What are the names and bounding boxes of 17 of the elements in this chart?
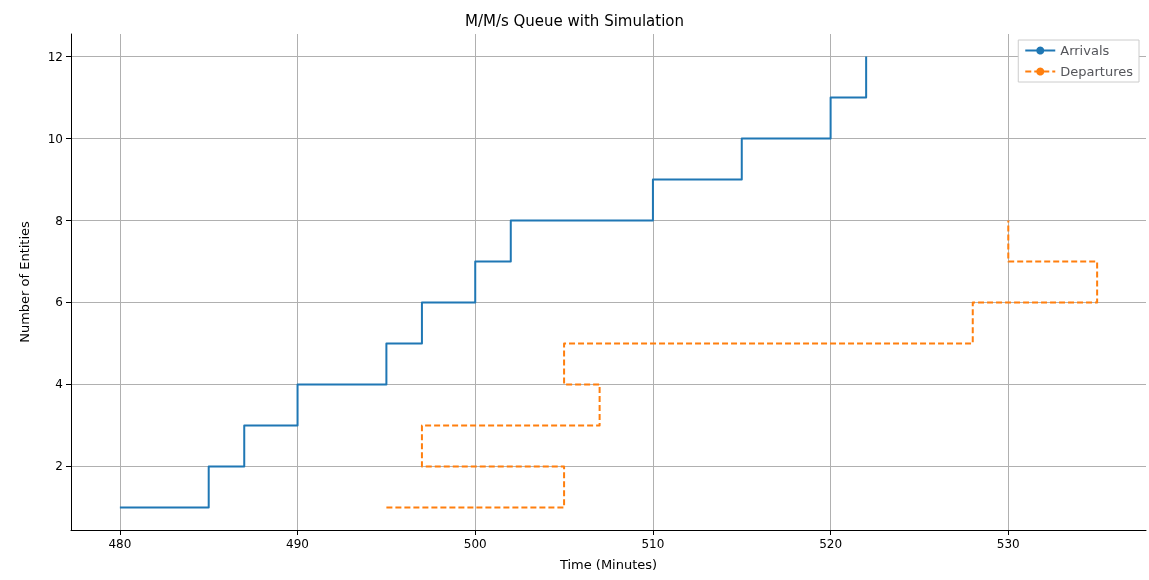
x-tick-label: 510 bbox=[641, 537, 665, 551]
x-tick-label: 500 bbox=[463, 537, 487, 551]
x-axis-title: Time (Minutes) bbox=[558, 557, 658, 572]
y-tick-label: 6 bbox=[55, 295, 63, 310]
x-tick-label: 490 bbox=[286, 537, 309, 551]
y-tick-label: 2 bbox=[55, 459, 63, 474]
y-tick-label: 8 bbox=[55, 213, 63, 228]
x-tick-label: 530 bbox=[996, 537, 1020, 551]
x-tick-label: 520 bbox=[819, 537, 843, 551]
y-tick-label: 12 bbox=[47, 49, 63, 64]
y-tick-label: 4 bbox=[55, 377, 63, 392]
y-tick-label: 10 bbox=[47, 131, 63, 146]
y-axis-title: Number of Entities bbox=[17, 220, 32, 343]
legend-label: Departures bbox=[1060, 64, 1134, 79]
chart-title: M/M/s Queue with Simulation bbox=[464, 11, 685, 30]
legend-label: Arrivals bbox=[1060, 43, 1110, 58]
x-tick-label: 480 bbox=[108, 537, 132, 551]
